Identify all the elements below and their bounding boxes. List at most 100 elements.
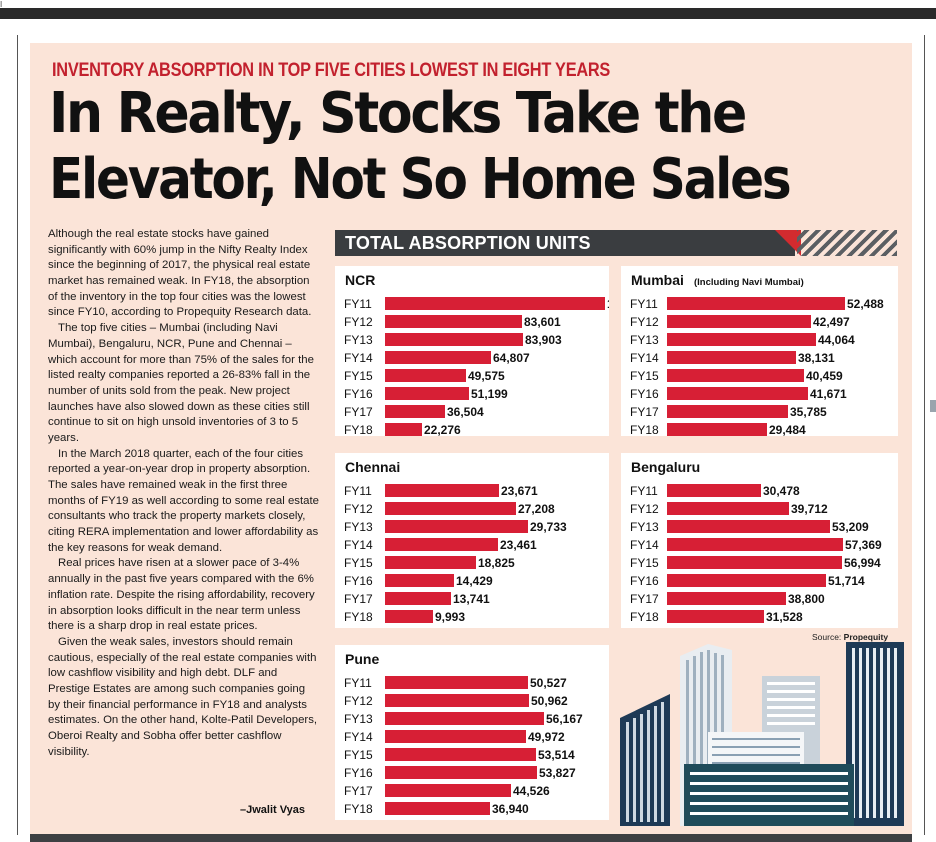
data-label: 50,527	[530, 676, 567, 690]
band-red-notch	[775, 230, 801, 256]
data-label: 27,208	[518, 502, 555, 516]
data-label: 40,459	[806, 369, 843, 383]
chennai-chart-title: Chennai	[345, 459, 400, 475]
category-label: FY15	[344, 556, 373, 570]
data-label: 30,478	[763, 484, 800, 498]
data-label: 83,601	[524, 315, 561, 329]
bar	[385, 730, 526, 743]
bar	[667, 333, 816, 346]
bottom-rule	[30, 834, 912, 842]
data-label: 53,827	[539, 766, 576, 780]
category-label: FY18	[630, 423, 659, 436]
data-label: 64,807	[493, 351, 530, 365]
chart-pune: Pune FY11 50,527 FY12 50,962 FY13 56,167 FY14 49…	[335, 645, 609, 820]
data-label: 36,504	[447, 405, 484, 419]
bar	[385, 676, 528, 689]
category-label: FY12	[344, 694, 373, 708]
data-label: 53,209	[832, 520, 869, 534]
buildings-illustration	[620, 642, 904, 826]
bar	[385, 351, 491, 364]
ncr-chart-svg: NCR FY11 1,34,155 FY12 83,601 FY13 83,903 FY14 6…	[344, 272, 609, 436]
bar	[385, 520, 528, 533]
category-label: FY11	[344, 297, 372, 311]
data-label: 14,429	[456, 574, 493, 588]
block-dark-left-windows	[626, 702, 664, 822]
data-label: 13,741	[453, 592, 490, 606]
category-label: FY11	[344, 484, 372, 498]
bar	[385, 694, 529, 707]
pune-chart-svg: Pune FY11 50,527 FY12 50,962 FY13 56,167 FY14 49…	[344, 651, 583, 816]
article-paragraph: Given the weak sales, investors should r…	[48, 635, 318, 758]
category-label: FY13	[344, 712, 373, 726]
data-label: 51,199	[471, 387, 508, 401]
top-rule	[0, 8, 936, 19]
bar	[385, 784, 511, 797]
data-label: 23,461	[500, 538, 537, 552]
corner-mark: I	[0, 0, 3, 9]
bar	[385, 538, 498, 551]
category-label: FY12	[344, 315, 373, 329]
data-label: 57,369	[845, 538, 882, 552]
block-white-windows	[712, 738, 800, 764]
data-label: 53,514	[538, 748, 575, 762]
pune-chart-title: Pune	[345, 651, 379, 667]
section-band: TOTAL ABSORPTION UNITS	[335, 230, 912, 256]
data-label: 18,825	[478, 556, 515, 570]
right-column-rule	[924, 35, 925, 835]
bar	[667, 520, 830, 533]
mumbai-chart-svg: Mumbai (Including Navi Mumbai) FY11 52,488 F…	[630, 272, 884, 436]
chart-ncr: NCR FY11 1,34,155 FY12 83,601 FY13 83,903 FY14 6…	[335, 266, 609, 436]
category-label: FY14	[630, 538, 659, 552]
bar	[667, 574, 826, 587]
data-label: 38,800	[788, 592, 825, 606]
chart-chennai: Chennai FY11 23,671 FY12 27,208 FY13 29,733 FY1…	[335, 453, 609, 628]
bar	[385, 748, 536, 761]
category-label: FY15	[344, 748, 373, 762]
data-label: 49,575	[468, 369, 505, 383]
category-label: FY17	[344, 405, 373, 419]
bar	[385, 333, 523, 346]
data-label: 22,276	[424, 423, 461, 436]
category-label: FY13	[630, 333, 659, 347]
category-label: FY13	[630, 520, 659, 534]
mumbai-chart-note: (Including Navi Mumbai)	[694, 277, 804, 288]
bengaluru-chart-svg: Bengaluru FY11 30,478 FY12 39,712 FY13 53,209 F…	[630, 459, 882, 624]
category-label: FY12	[630, 315, 659, 329]
data-label: 51,714	[828, 574, 865, 588]
block-teal-windows	[690, 772, 848, 815]
bar	[385, 574, 454, 587]
category-label: FY17	[344, 784, 373, 798]
headline-line-1: In Realty, Stocks Take the	[49, 81, 747, 146]
band-background	[335, 230, 795, 256]
bar	[385, 802, 490, 815]
category-label: FY16	[630, 387, 659, 401]
band-title: TOTAL ABSORPTION UNITS	[345, 233, 591, 253]
category-label: FY18	[344, 610, 373, 624]
chennai-chart-svg: Chennai FY11 23,671 FY12 27,208 FY13 29,733 FY1…	[344, 459, 567, 624]
bar	[385, 369, 466, 382]
data-label: 83,903	[525, 333, 562, 347]
category-label: FY17	[630, 405, 659, 419]
article-paragraph: In the March 2018 quarter, each of the f…	[48, 447, 319, 554]
bar	[667, 405, 788, 418]
data-label: 56,167	[546, 712, 583, 726]
category-label: FY13	[344, 333, 373, 347]
article-paragraph: The top five cities – Mumbai (including …	[48, 322, 314, 444]
bar	[385, 592, 451, 605]
bengaluru-chart-title: Bengaluru	[631, 459, 700, 475]
bar	[385, 502, 516, 515]
article-paragraph: Real prices have risen at a slower pace …	[48, 557, 315, 633]
bar	[667, 502, 789, 515]
source-label: Source:	[812, 632, 842, 642]
kicker: INVENTORY ABSORPTION IN TOP FIVE CITIES …	[52, 60, 611, 81]
bar	[385, 766, 537, 779]
headline-line-2: Elevator, Not So Home Sales	[49, 147, 792, 212]
bar	[667, 610, 764, 623]
data-label: 31,528	[766, 610, 803, 624]
bar	[385, 387, 469, 400]
source-note: Source: Propequity	[812, 632, 888, 642]
bar	[667, 484, 761, 497]
data-label: 49,972	[528, 730, 565, 744]
category-label: FY15	[344, 369, 373, 383]
category-label: FY17	[344, 592, 373, 606]
